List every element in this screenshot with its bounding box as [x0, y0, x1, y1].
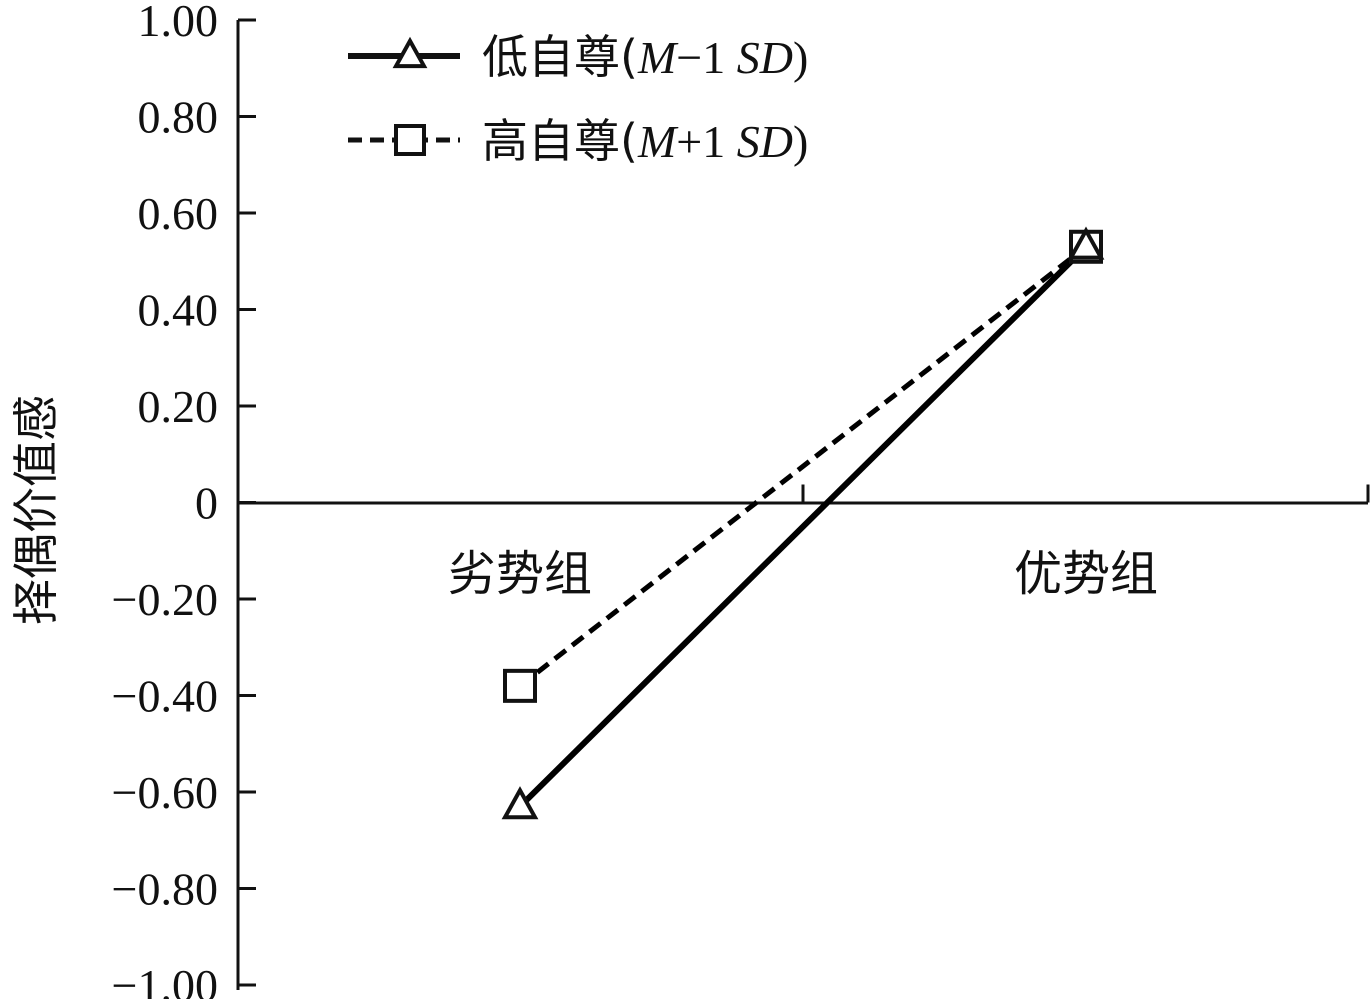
y-ticks: 1.00 0.80 0.60 0.40 0.20 0 −0.20 −0.40 −0.60 −0.8… [112, 0, 256, 999]
y-tick-label: 1.00 [138, 0, 219, 46]
series-group [501, 226, 1105, 820]
square-marker [394, 124, 426, 156]
y-tick-label: 0.20 [138, 381, 219, 432]
y-tick-label: −1.00 [112, 960, 218, 999]
triangle-marker [392, 36, 428, 69]
y-tick-label: 0.60 [138, 188, 219, 239]
series-line-high-self-esteem [518, 244, 1088, 688]
triangle-marker [1067, 226, 1105, 260]
y-tick-label: −0.80 [112, 864, 218, 915]
y-tick-label: −0.60 [112, 767, 218, 818]
x-ticks [801, 484, 1370, 503]
y-tick-label: 0 [195, 478, 218, 529]
y-tick-label: −0.40 [112, 671, 218, 722]
legend-label: 低自尊(M−1 SD) [482, 30, 808, 84]
square-marker [503, 668, 537, 703]
y-tick-label: −0.20 [112, 574, 218, 625]
x-category-label: 劣势组 [448, 546, 592, 602]
y-axis-label: 择偶价值感 [9, 395, 63, 625]
x-category-label: 优势组 [1014, 546, 1158, 602]
triangle-marker [501, 786, 539, 820]
legend: 低自尊(M−1 SD) 高自尊(M+1 SD) [348, 30, 808, 168]
legend-label: 高自尊(M+1 SD) [482, 114, 808, 168]
category-labels: 劣势组 优势组 [448, 546, 1158, 602]
y-tick-label: 0.80 [138, 92, 219, 143]
series-line-low-self-esteem [517, 244, 1089, 809]
y-tick-label: 0.40 [138, 285, 219, 336]
